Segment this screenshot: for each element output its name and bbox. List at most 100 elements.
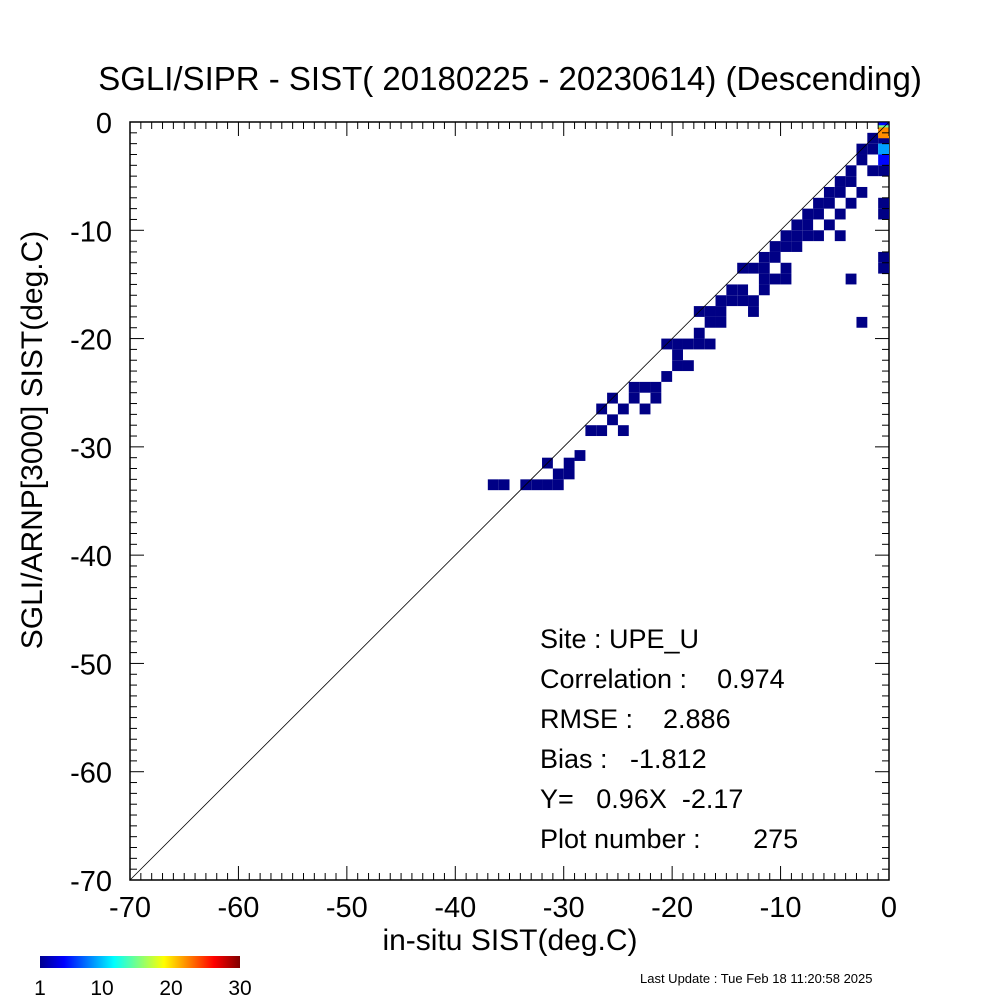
y-tick-label: -70 [70, 866, 112, 898]
heatmap-cell [726, 284, 738, 296]
stats-block: Site : UPE_U Correlation : 0.974 RMSE : 2.… [540, 624, 798, 854]
heatmap-cell [672, 360, 683, 372]
heatmap-cell [607, 414, 618, 426]
x-tick-label: -50 [326, 892, 368, 924]
heatmap-cell [878, 143, 889, 155]
colorbar-labels: 1 10 20 30 [34, 977, 252, 1000]
heatmap-cell [878, 197, 889, 209]
y-axis-label: SGLI/ARNP[3000] SIST(deg.C) [16, 231, 49, 650]
heatmap-cell [823, 186, 835, 198]
heatmap-cell [780, 262, 792, 274]
heatmap-cell [758, 273, 770, 285]
heatmap-cell [823, 219, 835, 231]
axis-ticks [129, 121, 890, 881]
heatmap-cell [769, 273, 781, 285]
heatmap-cell [737, 284, 749, 296]
stat-line: Bias : -1.812 [540, 744, 707, 774]
heatmap-cell [704, 338, 716, 350]
heatmap-cell [650, 392, 662, 404]
stat-line: Y= 0.96X -2.17 [540, 784, 743, 814]
heatmap-cell [617, 403, 629, 415]
heatmap-cell [617, 425, 629, 437]
heatmap-cell [878, 262, 889, 274]
heatmap-cell [693, 338, 705, 350]
stat-line: Plot number : 275 [540, 824, 798, 854]
y-tick-label: 0 [96, 108, 112, 140]
heatmap-cell [661, 371, 673, 382]
heatmap-cell [856, 186, 868, 198]
heatmap-cell [628, 381, 640, 393]
y-tick-labels: 0 -10 -20 -30 -40 -50 -60 -70 [70, 108, 112, 898]
heatmap-cell [845, 197, 857, 209]
colorbar-label: 10 [90, 977, 113, 1000]
y-tick-label: -30 [70, 433, 112, 465]
heatmap-cell [791, 219, 803, 231]
x-tick-label: -70 [109, 892, 151, 924]
colorbar-label: 1 [34, 977, 46, 1000]
heatmap-cell [802, 208, 814, 220]
stat-line: Site : UPE_U [540, 624, 699, 654]
heatmap-cell [834, 208, 846, 220]
heatmap-cell [726, 295, 738, 307]
y-tick-label: -60 [70, 758, 112, 790]
heatmap-cell [867, 165, 879, 177]
heatmap-cell [834, 230, 846, 242]
heatmap-cell [531, 479, 543, 491]
heatmap-cell [867, 143, 879, 155]
heatmap-cell [704, 306, 716, 317]
heatmap-cell [639, 381, 651, 393]
heatmap-cell [791, 241, 803, 252]
x-tick-label: -40 [434, 892, 476, 924]
heatmap-cell [823, 197, 835, 209]
heatmap-cell [780, 230, 792, 242]
heatmap-cell [758, 262, 770, 274]
heatmap-cell [639, 403, 651, 415]
heatmap-cell [737, 295, 749, 307]
heatmap-cell [813, 197, 824, 209]
stat-line: RMSE : 2.886 [540, 704, 731, 734]
x-tick-label: 0 [881, 892, 897, 924]
heatmap-cell [813, 230, 824, 242]
heatmap-cell [574, 450, 586, 461]
heatmap-cell [596, 425, 608, 437]
heatmap-cell [878, 251, 889, 263]
heatmap-cell [769, 241, 781, 252]
heatmap-cell [769, 251, 781, 263]
x-tick-label: -10 [760, 892, 802, 924]
y-tick-label: -50 [70, 649, 112, 681]
heatmap-cell [856, 316, 868, 328]
heatmap-cell [791, 230, 803, 242]
x-tick-label: -30 [543, 892, 585, 924]
heatmap-cell [552, 468, 564, 480]
heatmap-cell [748, 295, 759, 307]
heatmap-cell [758, 251, 770, 263]
heatmap-cell [834, 186, 846, 198]
x-tick-labels: -70 -60 -50 -40 -30 -20 -10 0 [109, 892, 897, 924]
heatmap-cell [802, 219, 814, 231]
y-tick-label: -10 [70, 216, 112, 248]
heatmap-cell [878, 154, 889, 166]
heatmap-cell [758, 284, 770, 296]
heatmap-cell [748, 306, 759, 317]
heatmap-cell [878, 165, 889, 177]
heatmap-cell [672, 349, 683, 361]
heatmap-cell [704, 316, 716, 328]
heatmap-cell [542, 479, 553, 491]
heatmap-cell [672, 338, 683, 350]
chart-title: SGLI/SIPR - SIST( 20180225 - 20230614) (… [98, 60, 922, 97]
colorbar-label: 20 [159, 977, 182, 1000]
y-tick-label: -40 [70, 541, 112, 573]
heatmap-cell [682, 360, 694, 372]
heatmap-cell [585, 425, 597, 437]
heatmap-cell [802, 230, 814, 242]
last-update-text: Last Update : Tue Feb 18 11:20:58 2025 [640, 971, 873, 986]
heatmap-cell [845, 273, 857, 285]
heatmap-cell [552, 479, 564, 491]
heatmap-cell [813, 208, 824, 220]
heatmap-cell [834, 176, 846, 187]
x-tick-label: -20 [651, 892, 693, 924]
heatmap-cell [693, 327, 705, 339]
one-to-one-line [129, 121, 890, 881]
heatmap-cell [715, 295, 727, 307]
heatmap-cell [856, 154, 868, 166]
